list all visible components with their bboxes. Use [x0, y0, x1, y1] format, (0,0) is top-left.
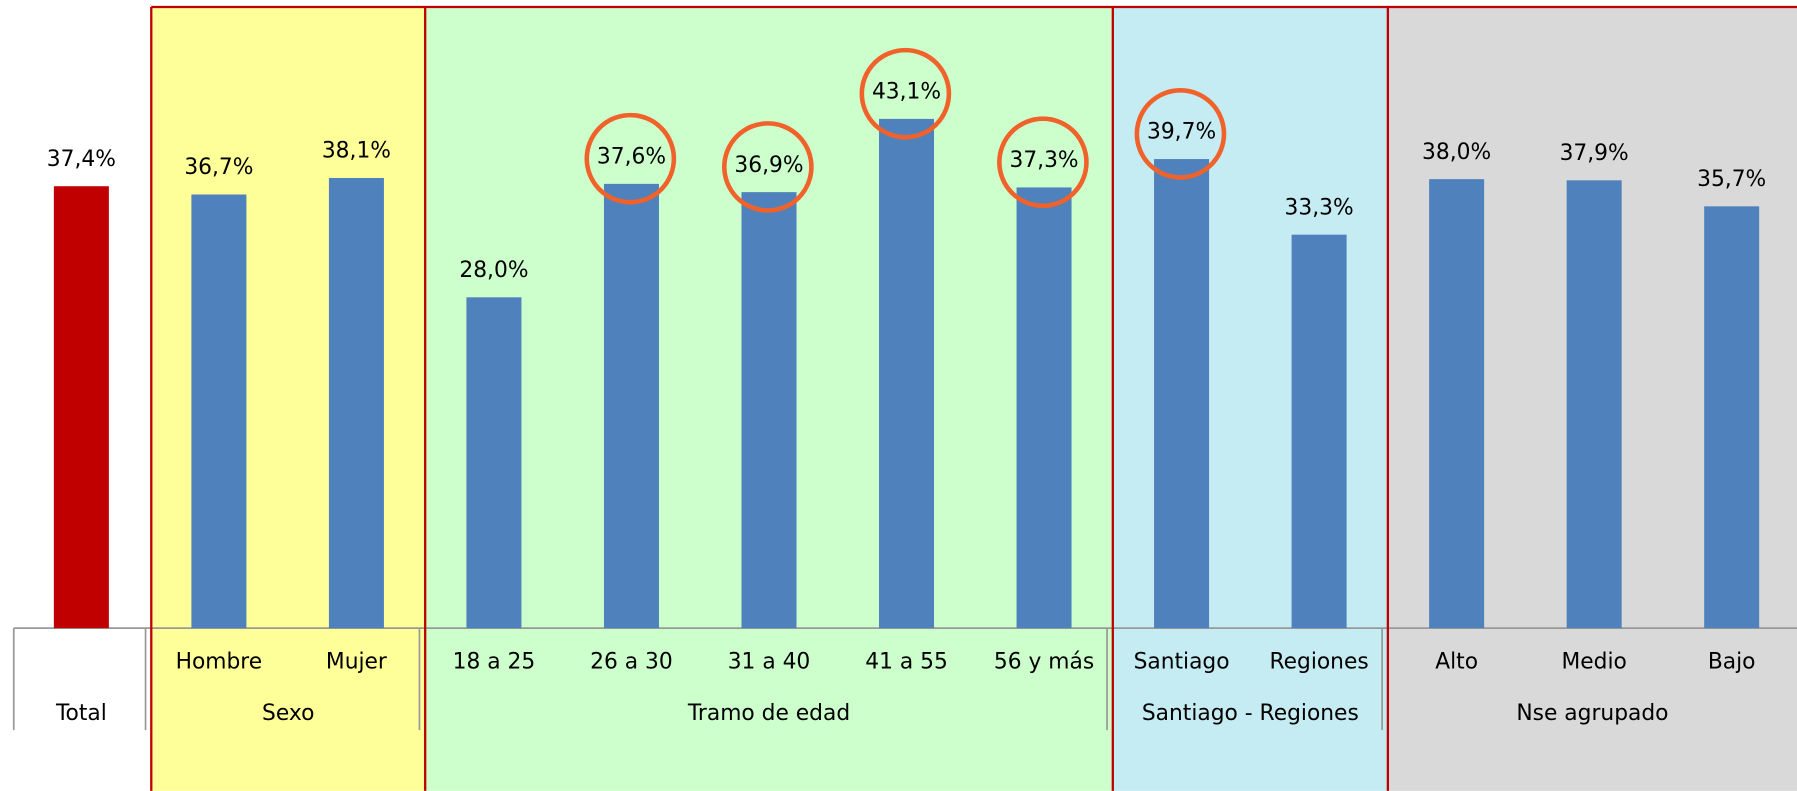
- bar: [741, 192, 797, 629]
- category-label: 31 a 40: [728, 650, 811, 675]
- category-label: Regiones: [1269, 650, 1368, 675]
- bar: [879, 118, 935, 629]
- bar: [191, 194, 247, 629]
- category-label: 18 a 25: [453, 650, 536, 675]
- category-label: Mujer: [326, 650, 387, 675]
- value-label: 38,0%: [1422, 140, 1491, 165]
- category-label: 56 y más: [994, 650, 1094, 675]
- bar: [1291, 234, 1347, 629]
- value-label: 37,6%: [597, 145, 666, 170]
- highlight-circle: [584, 112, 677, 205]
- value-label: 35,7%: [1697, 167, 1766, 192]
- value-label: 37,3%: [1009, 148, 1078, 173]
- value-label: 39,7%: [1147, 120, 1216, 145]
- group-label: Sexo: [262, 701, 314, 726]
- value-label: 43,1%: [872, 80, 941, 105]
- bar: [53, 186, 109, 629]
- bar: [1704, 206, 1760, 629]
- group-label: Total: [55, 701, 107, 726]
- category-label: Medio: [1561, 650, 1626, 675]
- highlight-circle: [997, 116, 1089, 209]
- value-label: 28,0%: [459, 258, 528, 283]
- highlight-circle: [722, 121, 814, 213]
- bar: [1154, 159, 1210, 629]
- bar: [1566, 180, 1622, 629]
- bar: [603, 183, 659, 629]
- highlight-circle: [1134, 88, 1227, 180]
- category-label: Alto: [1435, 650, 1478, 675]
- category-label: 26 a 30: [590, 650, 673, 675]
- group-label: Tramo de edad: [687, 701, 850, 726]
- value-label: 37,4%: [47, 147, 116, 172]
- category-label: 41 a 55: [865, 650, 948, 675]
- bar: [1429, 179, 1485, 629]
- bar: [1016, 187, 1072, 629]
- value-label: 38,1%: [322, 139, 391, 164]
- category-label: Bajo: [1708, 650, 1756, 675]
- category-label: Hombre: [176, 650, 263, 675]
- bar: [466, 297, 522, 629]
- category-label: Santiago: [1134, 650, 1230, 675]
- bar: [328, 177, 384, 629]
- value-label: 36,9%: [734, 153, 803, 178]
- highlight-circle: [859, 47, 952, 140]
- group-label: Nse agrupado: [1516, 701, 1668, 726]
- value-label: 33,3%: [1285, 195, 1354, 220]
- group-label: Santiago - Regiones: [1142, 701, 1359, 726]
- value-label: 36,7%: [184, 155, 253, 180]
- value-label: 37,9%: [1560, 141, 1629, 166]
